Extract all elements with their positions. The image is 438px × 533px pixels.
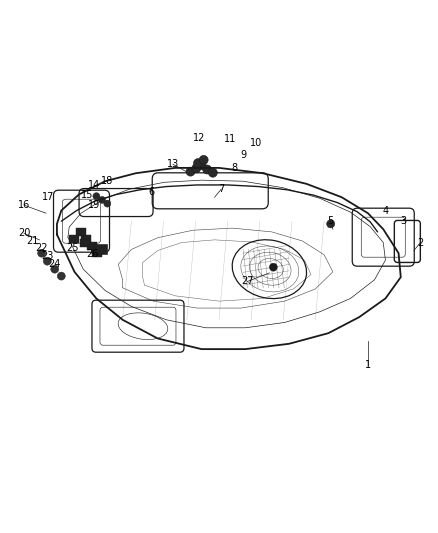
Text: 3: 3: [400, 216, 406, 226]
Circle shape: [51, 265, 59, 273]
Text: 6: 6: [148, 187, 154, 197]
Text: 15: 15: [81, 190, 94, 199]
Text: 22: 22: [35, 244, 48, 253]
Text: 21: 21: [27, 236, 39, 246]
Text: 8: 8: [231, 163, 237, 173]
Text: 18: 18: [101, 176, 113, 186]
Text: 16: 16: [18, 200, 30, 210]
Circle shape: [194, 159, 202, 167]
Text: 12: 12: [193, 133, 205, 142]
Text: 4: 4: [382, 206, 389, 215]
Circle shape: [327, 220, 335, 228]
Text: 11: 11: [224, 134, 236, 143]
Circle shape: [57, 272, 65, 280]
Circle shape: [203, 165, 212, 174]
Text: 5: 5: [328, 216, 334, 226]
Bar: [81, 239, 90, 247]
Text: 20: 20: [18, 229, 30, 238]
Text: 19: 19: [88, 200, 100, 210]
Circle shape: [38, 249, 46, 257]
Text: 10: 10: [250, 138, 262, 148]
Text: 9: 9: [240, 150, 246, 159]
Text: 17: 17: [42, 192, 54, 202]
Circle shape: [192, 164, 201, 173]
Text: 7: 7: [218, 184, 224, 194]
Text: 23: 23: [41, 251, 53, 261]
Circle shape: [186, 167, 195, 176]
Circle shape: [99, 196, 106, 204]
Circle shape: [93, 192, 100, 200]
Circle shape: [269, 263, 277, 271]
Text: 26: 26: [86, 249, 98, 259]
Text: 25: 25: [66, 244, 78, 253]
Text: 13: 13: [167, 159, 179, 169]
Text: 2: 2: [417, 238, 424, 247]
Text: 14: 14: [88, 181, 100, 190]
Circle shape: [208, 168, 217, 177]
Bar: [70, 235, 79, 243]
Circle shape: [43, 257, 51, 265]
Bar: [81, 235, 91, 243]
Bar: [93, 245, 107, 254]
Bar: [76, 228, 86, 236]
Text: 1: 1: [365, 360, 371, 370]
Circle shape: [199, 156, 208, 164]
Text: 27: 27: [241, 277, 254, 286]
Bar: [92, 248, 102, 257]
Circle shape: [104, 200, 111, 207]
Bar: [87, 241, 97, 250]
Circle shape: [197, 161, 206, 169]
Text: 24: 24: [49, 260, 61, 269]
